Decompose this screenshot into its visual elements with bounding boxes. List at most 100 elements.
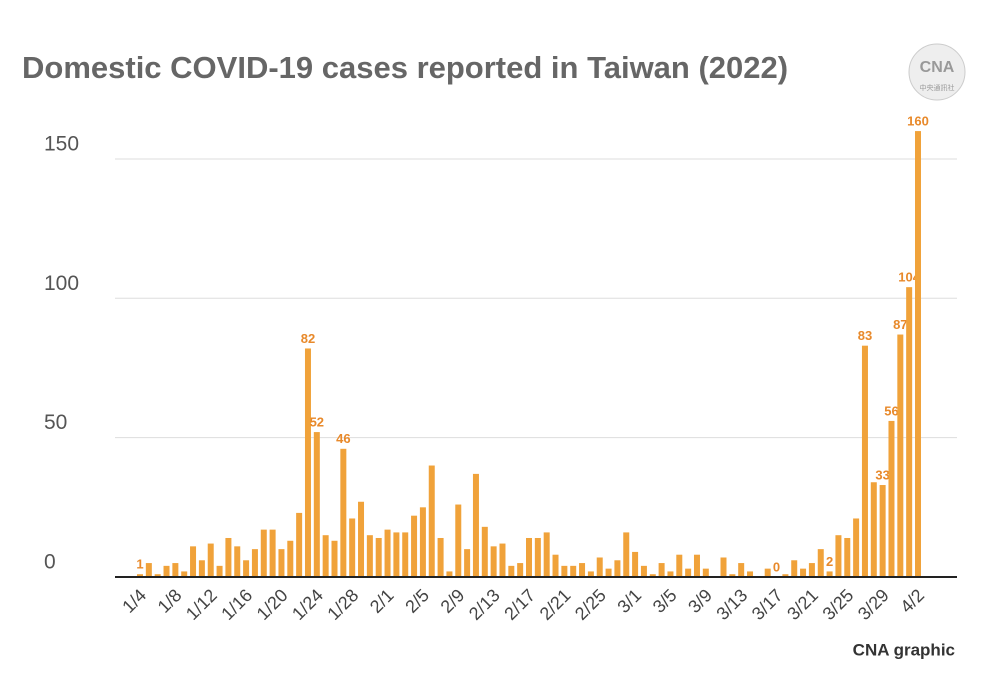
y-tick-label: 0 (44, 551, 56, 574)
value-label: 2 (826, 554, 833, 569)
bar (826, 571, 833, 577)
bar (419, 507, 426, 577)
bar (596, 557, 603, 577)
x-tick-label: 3/17 (748, 585, 787, 624)
bar (543, 532, 550, 577)
bar (234, 546, 241, 577)
bar (331, 540, 338, 577)
bar (534, 537, 541, 577)
x-tick-label: 3/29 (854, 585, 893, 624)
x-tick-label: 4/2 (896, 585, 928, 617)
bar (181, 571, 188, 577)
bar (375, 537, 382, 577)
bar (243, 560, 250, 577)
bar (278, 549, 285, 577)
bar (552, 554, 559, 577)
value-label: 82 (301, 331, 315, 346)
bar (915, 131, 921, 577)
bar (764, 568, 771, 577)
bar (322, 535, 329, 577)
source-note: CNA graphic (853, 640, 955, 659)
bar (472, 473, 479, 577)
bar (490, 546, 497, 577)
bar (720, 557, 727, 577)
value-label: 0 (773, 559, 780, 574)
bar (685, 568, 692, 577)
bar (738, 563, 745, 577)
bar (508, 565, 515, 577)
logo: CNA 中央通訊社 (908, 43, 966, 101)
bar (393, 532, 400, 577)
bar (260, 529, 267, 577)
value-label: 1 (136, 557, 143, 572)
x-tick-label: 2/1 (366, 585, 398, 617)
bar (137, 574, 143, 577)
bar (464, 549, 471, 577)
bar (791, 560, 798, 577)
logo-text: CNA (920, 59, 955, 76)
bar (225, 537, 232, 577)
value-label: 83 (858, 328, 872, 343)
value-label: 33 (875, 467, 889, 482)
bar (861, 345, 868, 577)
bar (693, 554, 700, 577)
bar (667, 571, 674, 577)
bar (349, 518, 356, 577)
bar (640, 565, 647, 577)
bar (384, 529, 391, 577)
y-tick-label: 50 (44, 411, 67, 434)
x-tick-label: 3/21 (783, 585, 822, 624)
bar (702, 568, 709, 577)
bar (632, 551, 639, 577)
bar (190, 546, 197, 577)
x-tick-label: 3/25 (819, 585, 858, 624)
bar (817, 549, 824, 577)
bar (658, 563, 665, 577)
bar (296, 512, 303, 577)
bar (313, 432, 320, 577)
bar (499, 543, 506, 577)
x-tick-label: 2/25 (571, 585, 610, 624)
bar (561, 565, 568, 577)
x-tick-label: 1/12 (182, 585, 221, 624)
bar (835, 535, 842, 577)
x-tick-label: 1/16 (217, 585, 256, 624)
bar (269, 529, 276, 577)
bar (411, 515, 418, 577)
bar (207, 543, 214, 577)
value-label: 52 (310, 415, 324, 430)
bar (808, 563, 815, 577)
y-tick-label: 100 (44, 272, 79, 295)
bar (402, 532, 409, 577)
bar (782, 574, 789, 577)
chart-title: Domestic COVID-19 cases reported in Taiw… (22, 50, 788, 85)
bar (676, 554, 683, 577)
x-tick-label: 1/4 (118, 585, 150, 617)
x-tick-label: 1/20 (253, 585, 292, 624)
bar (623, 532, 630, 577)
x-tick-label: 1/24 (288, 585, 327, 624)
bar (145, 563, 152, 577)
bar (897, 334, 904, 577)
x-tick-label: 3/1 (613, 585, 645, 617)
bar (358, 501, 365, 577)
bar (428, 465, 435, 577)
value-label: 160 (907, 114, 929, 129)
bar (517, 563, 524, 577)
x-tick-label: 2/21 (536, 585, 575, 624)
bar (216, 565, 223, 577)
bar (747, 571, 754, 577)
x-tick-label: 1/28 (323, 585, 362, 624)
bar (340, 448, 347, 577)
bar (172, 563, 179, 577)
x-tick-label: 2/9 (437, 585, 469, 617)
bar (481, 526, 488, 577)
bar (605, 568, 612, 577)
bar (446, 571, 453, 577)
bar (888, 420, 895, 577)
x-tick-label: 1/8 (154, 585, 186, 617)
value-label: 46 (336, 431, 350, 446)
bar (844, 537, 851, 577)
x-tick-label: 3/9 (684, 585, 716, 617)
